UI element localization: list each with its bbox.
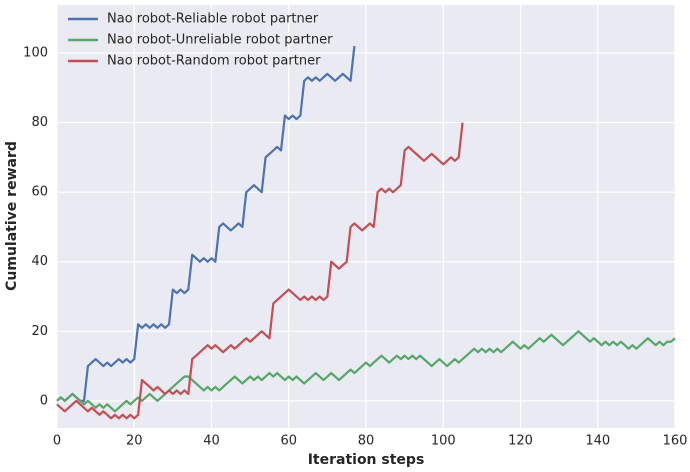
legend-label: Nao robot-Reliable robot partner xyxy=(107,12,319,27)
y-tick-label: 0 xyxy=(40,393,48,408)
legend-label: Nao robot-Unreliable robot partner xyxy=(107,33,333,48)
y-axis-label: Cumulative reward xyxy=(4,141,20,291)
x-tick-label: 60 xyxy=(280,434,297,449)
x-tick-label: 160 xyxy=(663,434,688,449)
x-tick-label: 140 xyxy=(585,434,610,449)
legend-label: Nao robot-Random robot partner xyxy=(107,54,321,69)
series-line xyxy=(56,45,356,402)
x-tick-label: 0 xyxy=(53,434,61,449)
series-line xyxy=(56,122,464,420)
x-tick-label: 80 xyxy=(358,434,375,449)
series-line xyxy=(56,330,676,413)
x-axis-label: Iteration steps xyxy=(308,452,425,468)
x-tick-label: 20 xyxy=(126,434,143,449)
y-tick-label: 100 xyxy=(23,46,48,61)
y-tick-label: 20 xyxy=(31,324,48,339)
x-tick-label: 40 xyxy=(203,434,220,449)
y-tick-label: 40 xyxy=(31,254,48,269)
y-tick-label: 60 xyxy=(31,185,48,200)
x-tick-label: 100 xyxy=(431,434,456,449)
x-tick-label: 120 xyxy=(508,434,533,449)
y-tick-label: 80 xyxy=(31,115,48,130)
